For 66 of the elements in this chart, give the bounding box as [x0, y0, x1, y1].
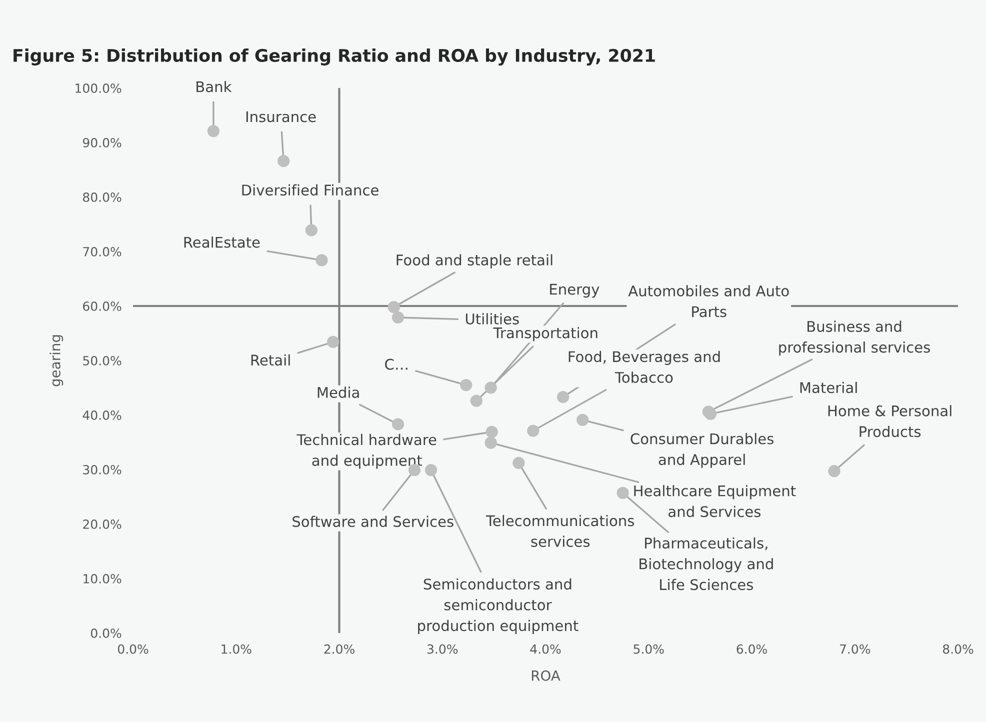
point	[484, 436, 497, 449]
x-axis-title: ROA	[532, 670, 560, 681]
point	[277, 154, 290, 168]
annotation: Technical hardware and equipment	[296, 434, 436, 469]
annotation: Utilities	[466, 313, 519, 324]
annotation: Software and Services	[292, 516, 454, 528]
x-tick-label: 7.0%	[840, 644, 870, 654]
point	[556, 390, 570, 404]
y-tick-label: 100.0%	[76, 83, 122, 93]
point	[460, 378, 472, 392]
point	[828, 465, 840, 478]
annotation: RealEstate	[184, 236, 260, 248]
annotation: Automobiles and Auto Parts	[628, 285, 789, 318]
x-tick-label: 8.0%	[942, 644, 974, 654]
x-tick-label: 0.0%	[118, 644, 148, 654]
annotation: Pharmaceuticals, Biotechnology and Life Sciences	[640, 537, 773, 590]
x-tick-label: 2.0%	[324, 644, 354, 654]
annotation: Food and staple retail	[396, 254, 552, 268]
annotation: Insurance	[246, 111, 316, 122]
y-tick-label: 90.0%	[82, 138, 122, 148]
annotation: Media	[318, 386, 359, 398]
annotation: Business and professional services	[779, 320, 930, 356]
y-tick-label: 50.0%	[83, 356, 122, 366]
x-tick-label: 3.0%	[427, 644, 458, 654]
y-tick-label: 80.0%	[83, 192, 122, 202]
point	[486, 426, 498, 438]
x-tick-label: 4.0%	[530, 644, 561, 654]
point	[316, 254, 328, 266]
y-axis-title: gearing	[50, 335, 64, 386]
y-tick-label: 30.0%	[83, 464, 122, 474]
point	[470, 394, 482, 407]
point	[305, 224, 318, 236]
annotation: Energy	[550, 284, 600, 298]
x-tick-label: 6.0%	[736, 644, 767, 654]
y-tick-label: 70.0%	[83, 246, 122, 256]
annotation: Transportation	[493, 327, 598, 342]
annotation: Retail	[251, 354, 290, 366]
annotation: Semiconductors and semiconductor production equipment	[418, 578, 578, 634]
y-tick-label: 10.0%	[84, 574, 122, 584]
y-tick-label: 20.0%	[83, 519, 122, 529]
annotation: Consumer Durables and Apparel	[630, 433, 774, 468]
annotation: Material	[800, 382, 857, 394]
annotation: Food, Beverages and Tobacco	[568, 350, 720, 383]
point	[326, 336, 340, 348]
point	[527, 424, 540, 437]
point	[576, 414, 589, 426]
annotation: Telecommunications services	[486, 514, 634, 548]
point	[392, 311, 404, 324]
annotation: Healthcare Equipment and Services	[634, 485, 796, 518]
annotation: Diversified Finance	[242, 184, 378, 196]
annotation: C…	[385, 358, 408, 370]
point	[616, 486, 629, 500]
point	[484, 382, 497, 394]
x-tick-label: 5.0%	[634, 644, 664, 654]
annotation: Home & Personal Products	[828, 405, 952, 438]
point	[392, 418, 404, 430]
point	[388, 301, 400, 314]
point	[512, 456, 525, 470]
x-tick-label: 1.0%	[222, 644, 252, 654]
point	[207, 124, 220, 138]
y-tick-label: 0.0%	[90, 628, 122, 638]
annotation: Bank	[196, 80, 232, 92]
y-tick-label: 60.0%	[83, 301, 122, 311]
point	[424, 464, 438, 476]
chart-title: Figure 5: Distribution of Gearing Ratio and ROA by Industry, 2021	[14, 48, 655, 66]
y-tick-label: 40.0%	[82, 410, 122, 420]
